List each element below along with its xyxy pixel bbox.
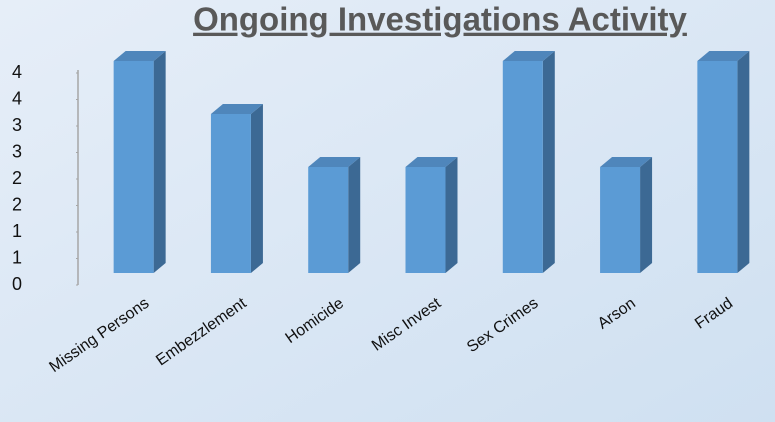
bar-top (697, 51, 750, 61)
bar-front (113, 61, 154, 273)
y-tick-label: 0 (12, 274, 22, 294)
bar-top (113, 51, 166, 61)
y-tick-label: 3 (12, 115, 22, 135)
bar-side (640, 157, 653, 273)
y-tick-label: 2 (12, 168, 22, 188)
bar-top (210, 104, 263, 114)
y-tick-label: 1 (12, 221, 22, 241)
bar (113, 51, 166, 273)
bar-front (697, 61, 738, 273)
bar (697, 51, 750, 273)
bar-top (405, 157, 458, 167)
y-tick-label: 2 (12, 194, 22, 214)
bar (502, 51, 555, 273)
y-tick-label: 4 (12, 88, 22, 108)
bar (210, 104, 263, 273)
bar (308, 157, 361, 273)
bar-top (502, 51, 555, 61)
bar-front (502, 61, 543, 273)
chart-title: Ongoing Investigations Activity (193, 1, 687, 38)
bar-front (405, 167, 446, 273)
y-tick-label: 3 (12, 141, 22, 161)
bar-top (600, 157, 653, 167)
bar-top (308, 157, 361, 167)
bar-side (445, 157, 458, 273)
y-tick-label: 1 (12, 247, 22, 267)
bar-side (153, 51, 166, 273)
bar-side (542, 51, 555, 273)
bar-front (600, 167, 641, 273)
y-tick-label: 4 (12, 62, 22, 82)
bar-side (348, 157, 361, 273)
bar-front (308, 167, 349, 273)
bar (600, 157, 653, 273)
bar-side (737, 51, 750, 273)
bar-side (250, 104, 263, 273)
bar-front (210, 114, 251, 273)
bar (405, 157, 458, 273)
